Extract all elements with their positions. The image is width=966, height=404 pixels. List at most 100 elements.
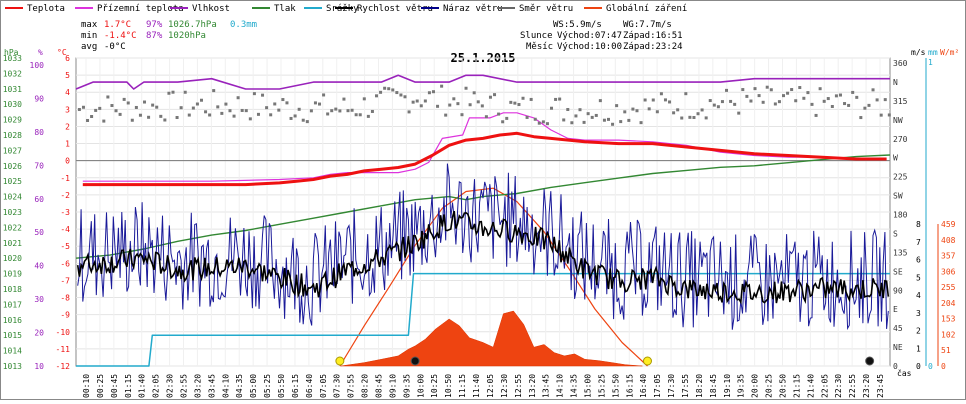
wind-dir-point-106 — [509, 100, 513, 104]
tick-degc-5: 1 — [65, 140, 70, 149]
tick-wm2-9: 0 — [941, 362, 946, 371]
wind-dir-point-199 — [887, 113, 891, 117]
wind-dir-point-0 — [77, 108, 81, 112]
wind-dir-point-128 — [598, 99, 602, 103]
wind-dir-point-113 — [537, 121, 541, 125]
info-mesic-label: Měsíc — [526, 42, 553, 52]
wind-dir-point-102 — [493, 93, 497, 97]
wind-dir-point-19 — [155, 105, 159, 109]
legend-label-5: Rychlost větru — [357, 4, 433, 14]
tick-pct-1: 90 — [34, 94, 44, 103]
wind-dir-point-57 — [309, 109, 313, 113]
wind-dir-point-39 — [236, 96, 240, 100]
wind-dir-point-110 — [525, 115, 529, 119]
wind-dir-point-48 — [273, 102, 277, 106]
wind-dir-point-195 — [871, 88, 875, 92]
tick-degc-0: 6 — [65, 54, 70, 63]
tick-mm-top: 1 — [928, 58, 933, 67]
wind-dir-point-45 — [261, 93, 265, 97]
wind-dir-point-90 — [444, 113, 448, 117]
tick-x-47: 19:35 — [737, 374, 746, 398]
tick-x-30: 12:30 — [500, 374, 509, 398]
axis-unit-pct: % — [38, 48, 43, 57]
wind-dir-point-154 — [704, 116, 708, 120]
info-slunce-rise: Východ:07:47 — [557, 31, 622, 41]
tick-x-25: 10:25 — [430, 374, 439, 398]
series-wind-gust — [77, 163, 889, 331]
tick-hpa-13: 1020 — [3, 254, 22, 263]
wind-dir-point-81 — [407, 110, 411, 114]
series-global-radiation — [340, 310, 643, 367]
tick-degc-18: -12 — [56, 362, 71, 371]
wind-dir-point-101 — [488, 95, 492, 99]
wind-dir-point-63 — [334, 107, 338, 111]
info-slunce-set: Západ:16:51 — [623, 31, 683, 41]
tick-degc-15: -9 — [60, 311, 70, 320]
wind-dir-point-54 — [297, 107, 301, 111]
wind-dir-point-124 — [582, 120, 586, 124]
tick-x-50: 20:50 — [778, 374, 787, 398]
wind-dir-point-129 — [602, 118, 606, 122]
tick-x-10: 04:10 — [221, 374, 230, 398]
wind-dir-point-107 — [513, 101, 517, 105]
tick-x-20: 08:20 — [361, 374, 370, 398]
series-theoretical-radiation — [339, 187, 648, 367]
x-axis-label: čas — [897, 368, 912, 378]
wind-dir-point-158 — [720, 100, 724, 104]
tick-x-2: 00:45 — [110, 374, 119, 398]
wind-dir-point-68 — [354, 113, 358, 117]
wind-dir-point-11 — [122, 97, 126, 101]
wind-dir-point-66 — [346, 109, 350, 113]
wind-dir-point-144 — [663, 98, 667, 102]
sunrise-marker — [335, 356, 345, 366]
wind-dir-point-97 — [472, 91, 476, 95]
tick-x-44: 18:20 — [695, 374, 704, 398]
tick-x-12: 05:00 — [249, 374, 258, 398]
axis-unit-wm2: W/m² — [940, 48, 959, 57]
axis-unit-hpa: hPa — [4, 48, 19, 57]
wind-dir-point-109 — [521, 96, 525, 100]
wind-dir-point-175 — [790, 88, 794, 92]
wind-dir-point-188 — [843, 102, 847, 106]
wind-dir-point-155 — [708, 99, 712, 103]
wind-dir-point-123 — [578, 108, 582, 112]
moonset-marker — [865, 356, 875, 366]
tick-mm-bottom: 0 — [928, 362, 933, 371]
tick-degc-10: -4 — [60, 225, 70, 234]
tick-x-6: 02:30 — [166, 374, 175, 398]
wind-dir-point-55 — [301, 118, 305, 122]
wind-dir-point-36 — [224, 102, 228, 106]
tick-degc-6: 0 — [65, 157, 70, 166]
wind-dir-point-138 — [639, 121, 643, 125]
wind-dir-point-185 — [830, 104, 834, 108]
wind-dir-point-89 — [440, 84, 444, 88]
tick-x-35: 14:35 — [570, 374, 579, 398]
legend-label-1: Přízemní teplota — [97, 4, 184, 14]
wind-dir-point-111 — [529, 97, 533, 101]
wind-dir-point-157 — [716, 105, 720, 109]
wind-dir-point-115 — [545, 122, 549, 126]
wind-dir-point-62 — [330, 109, 334, 113]
wind-dir-point-87 — [431, 90, 435, 94]
tick-x-17: 07:05 — [319, 374, 328, 398]
info-mesic-rise: Východ:10:00 — [557, 42, 622, 52]
wind-dir-point-42 — [248, 117, 252, 121]
wind-dir-point-52 — [289, 116, 293, 120]
wind-dir-point-150 — [688, 115, 692, 119]
wind-dir-point-86 — [427, 91, 431, 95]
tick-ms-3: 5 — [916, 273, 921, 282]
tick-ms-1: 7 — [916, 238, 921, 247]
tick-wm2-2: 357 — [941, 252, 956, 261]
wind-dir-point-31 — [204, 110, 208, 114]
wind-dir-point-120 — [566, 108, 570, 112]
tick-degc-1: 5 — [65, 71, 70, 80]
wind-dir-point-96 — [468, 103, 472, 107]
wind-dir-point-78 — [395, 91, 399, 95]
tick-pct-0: 100 — [30, 61, 45, 70]
wind-dir-point-164 — [745, 94, 749, 98]
wind-dir-point-71 — [366, 114, 370, 118]
wind-dir-point-3 — [90, 115, 94, 119]
wind-dir-point-112 — [533, 117, 537, 121]
tick-x-5: 02:05 — [152, 374, 161, 398]
wind-dir-point-17 — [147, 115, 151, 119]
